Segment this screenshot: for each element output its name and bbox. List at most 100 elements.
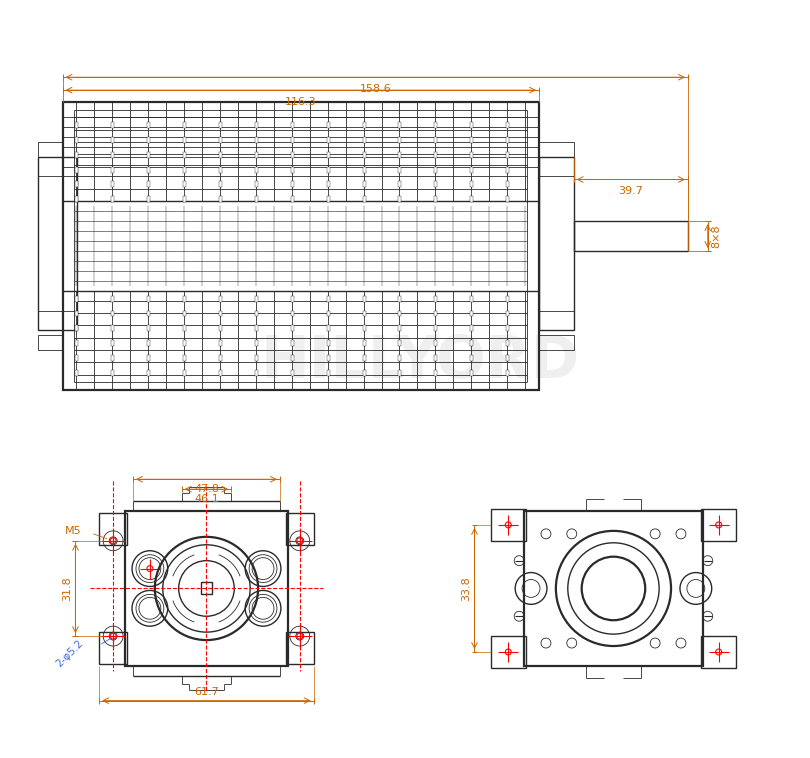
Bar [183, 340, 186, 346]
Bar [471, 152, 473, 158]
Bar [492, 509, 526, 540]
Bar [399, 122, 402, 128]
Bar [399, 356, 402, 361]
Bar [399, 370, 402, 376]
Bar [506, 325, 509, 331]
Bar [326, 122, 330, 128]
Bar [219, 196, 222, 202]
Bar [147, 196, 150, 202]
Bar [111, 136, 114, 143]
Bar [506, 152, 509, 158]
Text: 116.3: 116.3 [285, 97, 317, 107]
Bar [326, 325, 330, 331]
Bar [111, 167, 114, 173]
Bar [111, 311, 114, 316]
Bar [471, 167, 473, 173]
Bar [183, 152, 186, 158]
Bar [506, 136, 509, 143]
Bar [326, 370, 330, 376]
Bar [326, 340, 330, 346]
Bar [219, 296, 222, 302]
Bar [219, 370, 222, 376]
Bar [255, 167, 258, 173]
Bar [125, 511, 288, 666]
Bar [183, 311, 186, 316]
Bar [434, 196, 437, 202]
Bar [399, 325, 402, 331]
Bar [183, 370, 186, 376]
Bar [219, 311, 222, 316]
Bar [147, 167, 150, 173]
Bar [75, 122, 79, 128]
Bar [434, 181, 437, 187]
Bar [111, 370, 114, 376]
Bar [506, 296, 509, 302]
Bar [100, 632, 127, 664]
Bar [506, 311, 509, 316]
Bar [147, 122, 150, 128]
Bar [291, 181, 294, 187]
Bar [539, 335, 573, 350]
Bar [255, 152, 258, 158]
Bar [111, 196, 114, 202]
Bar [255, 181, 258, 187]
Bar [434, 356, 437, 361]
Bar [363, 370, 365, 376]
Bar [326, 296, 330, 302]
Bar [291, 356, 294, 361]
Bar [38, 157, 78, 330]
Bar [291, 311, 294, 316]
Text: 8×8: 8×8 [712, 224, 722, 248]
Bar [471, 181, 473, 187]
Text: 158.6: 158.6 [360, 84, 391, 94]
Bar [255, 325, 258, 331]
Bar [183, 181, 186, 187]
Bar [434, 340, 437, 346]
Bar [111, 122, 114, 128]
Bar [363, 122, 365, 128]
Bar [434, 325, 437, 331]
Bar [471, 325, 473, 331]
Bar [147, 311, 150, 316]
Bar [75, 356, 79, 361]
Bar [701, 509, 735, 540]
Text: 61.7: 61.7 [194, 687, 219, 697]
Bar [183, 296, 186, 302]
Bar [100, 513, 127, 545]
Bar [75, 136, 79, 143]
Bar [506, 340, 509, 346]
Bar [399, 167, 402, 173]
Bar [255, 296, 258, 302]
Bar [219, 136, 222, 143]
Bar [255, 340, 258, 346]
Text: 2-φ5.2: 2-φ5.2 [54, 638, 85, 669]
Bar [183, 196, 186, 202]
Bar [471, 311, 473, 316]
Bar [219, 356, 222, 361]
Bar [524, 511, 703, 666]
Bar [434, 370, 437, 376]
Bar [147, 340, 150, 346]
Text: 39.7: 39.7 [618, 186, 643, 196]
Bar [219, 181, 222, 187]
Bar [326, 356, 330, 361]
Bar [363, 356, 365, 361]
Text: 46.1: 46.1 [194, 494, 219, 504]
Bar [75, 167, 79, 173]
Bar [219, 122, 222, 128]
Bar [75, 152, 79, 158]
Bar [75, 196, 79, 202]
Bar [326, 136, 330, 143]
Bar [111, 152, 114, 158]
Bar [291, 196, 294, 202]
Bar [363, 311, 365, 316]
Bar [255, 370, 258, 376]
Bar [701, 636, 735, 668]
Bar [111, 325, 114, 331]
Bar [38, 335, 62, 350]
Bar [539, 157, 573, 330]
Bar [363, 196, 365, 202]
Bar [363, 296, 365, 302]
Bar [434, 311, 437, 316]
Bar [399, 196, 402, 202]
